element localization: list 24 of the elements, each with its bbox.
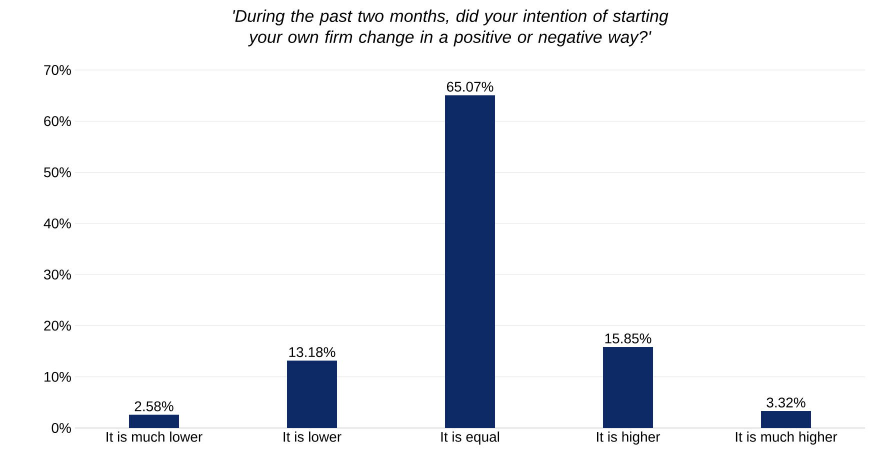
y-tick-label: 40% (44, 218, 71, 228)
data-label: 2.58% (134, 401, 174, 412)
chart-title: 'During the past two months, did your intention of starting your own firm change in a positive or negative way?' (233, 10, 668, 46)
x-tick-label: It is higher (596, 432, 660, 445)
y-tick-label: 0% (52, 423, 71, 433)
y-tick-label: 30% (44, 270, 71, 280)
bar (603, 346, 654, 428)
y-tick-label: 50% (44, 167, 71, 178)
data-label: 65.07% (446, 82, 494, 92)
x-tick-label: It is much lower (106, 432, 202, 442)
x-tick-label: It is equal (441, 432, 500, 445)
bar (761, 411, 812, 428)
bar (129, 414, 179, 428)
data-label: 3.32% (766, 398, 806, 408)
y-tick-label: 20% (44, 320, 71, 331)
y-tick-label: 60% (44, 116, 71, 126)
data-label: 15.85% (605, 333, 652, 344)
bar (445, 95, 496, 428)
bar (287, 360, 338, 428)
x-tick-label: It is lower (284, 432, 342, 442)
x-tick-label: It is much higher (736, 432, 838, 445)
y-tick-label: 10% (44, 372, 71, 382)
y-tick-label: 70% (44, 65, 71, 75)
data-label: 13.18% (289, 347, 336, 358)
